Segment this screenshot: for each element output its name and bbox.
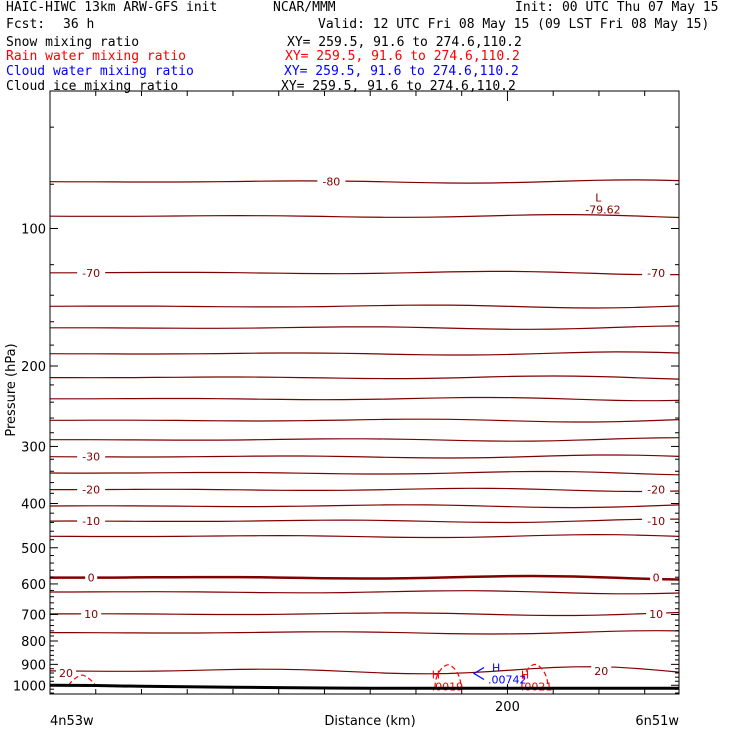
- contour-label-bg: [56, 666, 77, 679]
- y-tick-label: 100: [21, 223, 46, 238]
- temperature-contour: [49, 504, 680, 509]
- cloud-water-max-value: .00742: [488, 674, 527, 687]
- forecast-label: Fcst:: [6, 17, 46, 32]
- temperature-contour: [49, 179, 680, 184]
- cloud-water-annotations: H.00742: [472, 662, 527, 687]
- temperature-contour: [50, 418, 680, 423]
- terrain-line: [49, 683, 679, 690]
- contour-label-bg: [77, 515, 106, 528]
- rain-water-contour: [434, 664, 462, 688]
- rain-max-marker: H: [432, 668, 440, 681]
- y-tick-label: 400: [21, 498, 46, 513]
- rain-max-marker: H: [521, 668, 529, 681]
- y-tick-label: 700: [21, 609, 46, 624]
- init-time: Init: 00 UTC Thu 07 May 15: [515, 0, 719, 15]
- temperature-contour: [50, 574, 680, 581]
- contour-label: 10: [649, 608, 663, 621]
- contour-label: 0: [88, 572, 95, 585]
- x-right-endpoint: 6n51w: [635, 714, 679, 729]
- contour-label-bg: [317, 175, 346, 188]
- field-name-rain: Rain water mixing ratio: [6, 49, 187, 64]
- temperature-contour: [49, 454, 680, 459]
- contour-label-bg: [642, 266, 671, 279]
- temperature-contour: [50, 375, 680, 380]
- contour-label: -80: [322, 176, 340, 189]
- contour-label: -10: [82, 515, 100, 528]
- temperature-contour: [49, 304, 680, 309]
- field-xy-rain: XY= 259.5, 91.6 to 274.6,110.2: [285, 49, 520, 64]
- organization-label: NCAR/MMM: [273, 0, 336, 15]
- y-tick-label: 900: [21, 658, 46, 673]
- contour-label: -20: [82, 484, 100, 497]
- temperature-contour: [50, 270, 680, 276]
- cloud-water-max-marker: H: [492, 662, 500, 675]
- temperature-contour: [49, 518, 679, 524]
- temperature-contour: [50, 325, 680, 330]
- contour-label: 20: [59, 667, 73, 680]
- contour-label: 10: [84, 608, 98, 621]
- terrain-profile: [49, 683, 679, 690]
- plot-frame: [49, 90, 680, 695]
- contour-label-bg: [77, 266, 106, 279]
- y-tick-label: 200: [21, 360, 46, 375]
- temperature-contour: [49, 533, 680, 539]
- temperature-contour: [50, 590, 680, 595]
- temperature-low-value: -79.62: [585, 204, 620, 217]
- contour-label-bg: [85, 571, 98, 584]
- contour-label-bg: [81, 607, 102, 620]
- x-tick-label: 200: [495, 700, 520, 715]
- cloud-water-contour: [472, 666, 485, 681]
- field-name-cloud-ice: Cloud ice mixing ratio: [6, 79, 179, 94]
- contour-label-bg: [642, 515, 671, 528]
- temperature-low-marker: L: [595, 192, 602, 205]
- temperature-contour: [50, 630, 680, 635]
- y-axis-label: Pressure (hPa): [4, 343, 19, 436]
- temperature-contours: [49, 179, 680, 675]
- field-xy-cloud-ice: XY= 259.5, 91.6 to 274.6,110.2: [281, 79, 516, 94]
- rain-water-contour: [68, 674, 96, 686]
- model-title: HAIC-HIWC 13km ARW-GFS init: [6, 0, 218, 15]
- contour-label: -70: [82, 267, 100, 280]
- contour-label: 0: [653, 572, 660, 585]
- temperature-contour: [49, 351, 680, 356]
- contour-label-bg: [591, 664, 612, 677]
- contour-label-bg: [650, 571, 663, 584]
- x-left-endpoint: 4n53w: [50, 714, 94, 729]
- contour-label: -10: [647, 515, 665, 528]
- contour-label: -20: [647, 484, 665, 497]
- y-tick-label: 1000: [13, 679, 46, 694]
- temperature-contour: [50, 396, 680, 402]
- contour-label-bg: [642, 483, 671, 496]
- y-tick-label: 600: [21, 578, 46, 593]
- field-xy-snow: XY= 259.5, 91.6 to 274.6,110.2: [287, 35, 522, 50]
- y-tick-label: 800: [21, 635, 46, 650]
- x-axis-label: Distance (km): [324, 714, 415, 729]
- temperature-contour: [49, 470, 680, 476]
- y-tick-label: 300: [21, 440, 46, 455]
- contour-label: 20: [594, 665, 608, 678]
- temperature-contour: [50, 611, 680, 617]
- forecast-hour: 36 h: [63, 17, 95, 32]
- contour-label-bg: [646, 607, 667, 620]
- temperature-contour: [50, 437, 680, 442]
- contour-label: -70: [647, 267, 665, 280]
- temperature-contour-labels: -80 -70 -70 -30 -20 -20 -10 -10 0 0 10 10 20 20 L-79.6…: [56, 175, 671, 680]
- contour-label: -30: [82, 451, 100, 464]
- y-tick-label: 500: [21, 542, 46, 557]
- field-name-cloud-water: Cloud water mixing ratio: [6, 64, 194, 79]
- contour-label-bg: [77, 483, 106, 496]
- temperature-contour: [49, 214, 680, 219]
- field-xy-cloud-water: XY= 259.5, 91.6 to 274.6,110.2: [284, 64, 519, 79]
- contour-label-bg: [77, 450, 106, 463]
- field-name-snow: Snow mixing ratio: [6, 35, 140, 50]
- temperature-contour: [50, 487, 680, 493]
- temperature-contour: [49, 666, 680, 675]
- valid-time: Valid: 12 UTC Fri 08 May 15 (09 LST Fri …: [318, 17, 710, 32]
- rain-water-contour: [521, 663, 549, 687]
